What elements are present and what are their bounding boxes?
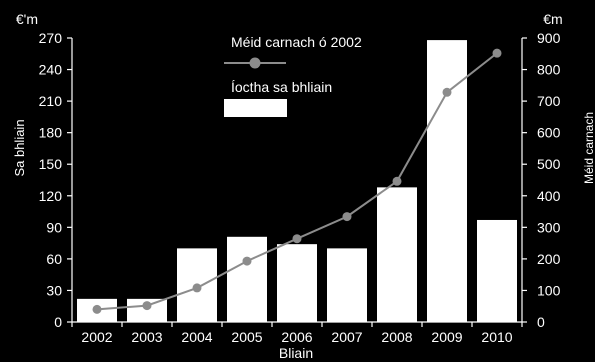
- cumulative-point-2006: [292, 234, 302, 244]
- right-axis-unit: €m: [543, 11, 562, 27]
- line-series-group: [92, 48, 502, 314]
- cumulative-point-2004: [192, 283, 202, 293]
- left-tick-label-270: 270: [39, 30, 63, 46]
- bar-2010: [477, 219, 517, 322]
- right-tick-label-0: 0: [537, 314, 545, 330]
- right-tick-label-700: 700: [537, 93, 561, 109]
- cumulative-point-2008: [392, 176, 402, 186]
- cumulative-point-2003: [142, 301, 152, 311]
- cumulative-point-2009: [442, 87, 452, 97]
- bar-2008: [377, 187, 417, 322]
- left-tick-label-60: 60: [46, 251, 62, 267]
- cumulative-point-2002: [92, 304, 102, 314]
- left-tick-label-180: 180: [39, 125, 63, 141]
- x-tick-label-2009: 2009: [431, 329, 462, 345]
- x-tick-label-2004: 2004: [181, 329, 212, 345]
- right-tick-label-100: 100: [537, 282, 561, 298]
- legend-bar-swatch: [224, 99, 287, 117]
- left-tick-label-240: 240: [39, 62, 63, 78]
- x-tick-label-2002: 2002: [81, 329, 112, 345]
- right-axis-label: Méid carnach: [582, 112, 595, 184]
- right-tick-label-900: 900: [537, 30, 561, 46]
- bar-2003: [127, 298, 167, 322]
- left-axis-unit: €'m: [16, 11, 38, 27]
- legend-label-cumulative: Méid carnach ó 2002: [231, 34, 362, 50]
- x-tick-label-2010: 2010: [481, 329, 512, 345]
- axes-group: 0 30 60 90 120 150 180 210 240 270 0 100 200 300 400 50…: [39, 30, 561, 345]
- right-tick-label-300: 300: [537, 219, 561, 235]
- x-tick-label-2006: 2006: [281, 329, 312, 345]
- x-tick-label-2005: 2005: [231, 329, 262, 345]
- bars-group: [77, 40, 517, 323]
- legend-marker-swatch: [249, 57, 261, 69]
- left-axis-label: Sa bhliain: [12, 119, 27, 176]
- cumulative-point-2010: [492, 48, 502, 58]
- bar-2006: [277, 244, 317, 322]
- left-tick-label-210: 210: [39, 93, 63, 109]
- bar-2007: [327, 248, 367, 322]
- x-tick-label-2008: 2008: [381, 329, 412, 345]
- x-axis-label: Bliain: [279, 345, 313, 361]
- cumulative-point-2005: [242, 256, 252, 266]
- right-tick-label-400: 400: [537, 188, 561, 204]
- legend-label-annual: Íoctha sa bhliain: [231, 79, 332, 95]
- right-tick-label-500: 500: [537, 156, 561, 172]
- right-tick-label-600: 600: [537, 125, 561, 141]
- x-tick-label-2007: 2007: [331, 329, 362, 345]
- bar-2009: [427, 40, 467, 323]
- left-tick-label-150: 150: [39, 156, 63, 172]
- cumulative-point-2007: [342, 212, 352, 222]
- x-tick-label-2003: 2003: [131, 329, 162, 345]
- right-tick-label-200: 200: [537, 251, 561, 267]
- left-tick-label-120: 120: [39, 188, 63, 204]
- legend: Méid carnach ó 2002 Íoctha sa bhliain: [224, 34, 362, 117]
- bar-2005: [227, 236, 267, 322]
- right-tick-label-800: 800: [537, 62, 561, 78]
- left-tick-label-0: 0: [54, 314, 62, 330]
- left-tick-label-90: 90: [46, 219, 62, 235]
- left-tick-label-30: 30: [46, 282, 62, 298]
